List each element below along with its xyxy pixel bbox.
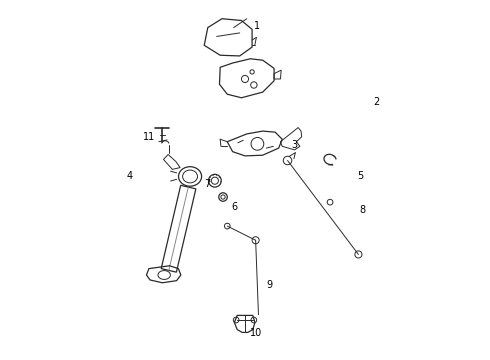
Text: 9: 9 xyxy=(267,280,273,289)
Text: 11: 11 xyxy=(143,132,155,143)
Text: 2: 2 xyxy=(373,97,379,107)
Text: 5: 5 xyxy=(357,171,363,181)
Text: 10: 10 xyxy=(249,328,262,338)
Text: 4: 4 xyxy=(127,171,133,181)
Text: 3: 3 xyxy=(292,140,298,149)
Text: 8: 8 xyxy=(359,205,365,215)
Text: 7: 7 xyxy=(205,179,211,189)
Text: 1: 1 xyxy=(254,21,261,31)
Text: 6: 6 xyxy=(231,202,238,212)
